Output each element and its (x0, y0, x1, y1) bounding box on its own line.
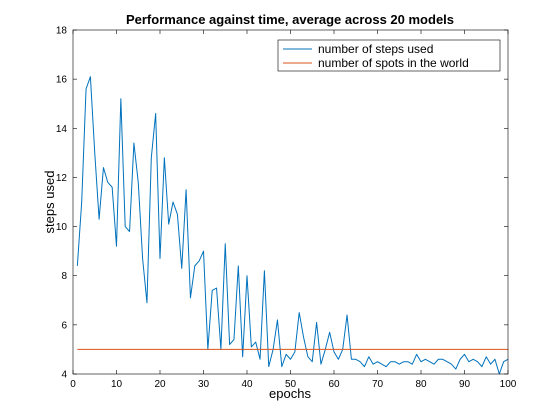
legend-label-0: number of steps used (318, 42, 433, 56)
plot-area (73, 30, 508, 374)
legend-label-1: number of spots in the world (318, 56, 469, 70)
x-tick-label: 40 (241, 379, 253, 390)
x-tick-label: 30 (198, 379, 210, 390)
y-tick-label: 14 (56, 124, 68, 135)
chart-title: Performance against time, average across… (126, 12, 454, 27)
x-tick-label: 70 (372, 379, 384, 390)
y-tick-label: 10 (56, 222, 68, 233)
y-tick-label: 16 (56, 75, 68, 86)
y-tick-label: 6 (61, 320, 67, 331)
x-tick-label: 20 (154, 379, 166, 390)
y-tick-label: 18 (56, 26, 68, 37)
y-axis-label: steps used (42, 171, 57, 234)
x-tick-label: 80 (415, 379, 427, 390)
x-tick-label: 0 (70, 379, 76, 390)
y-tick-label: 8 (61, 271, 67, 282)
x-axis-label: epochs (269, 386, 311, 401)
x-tick-label: 60 (328, 379, 340, 390)
y-tick-label: 4 (61, 370, 67, 381)
ticks-layer: 0 10 20 30 40 50 60 70 80 90 100 4 6 8 10 12 14 16 18 (56, 26, 517, 391)
y-tick-label: 12 (56, 173, 68, 184)
x-tick-label: 10 (111, 379, 123, 390)
legend-box (277, 39, 501, 72)
x-tick-label: 100 (500, 379, 517, 390)
series-layer (76, 76, 509, 375)
x-tick-label: 90 (459, 379, 471, 390)
x-tick-label: 50 (285, 379, 297, 390)
series-line-0 (76, 76, 509, 375)
